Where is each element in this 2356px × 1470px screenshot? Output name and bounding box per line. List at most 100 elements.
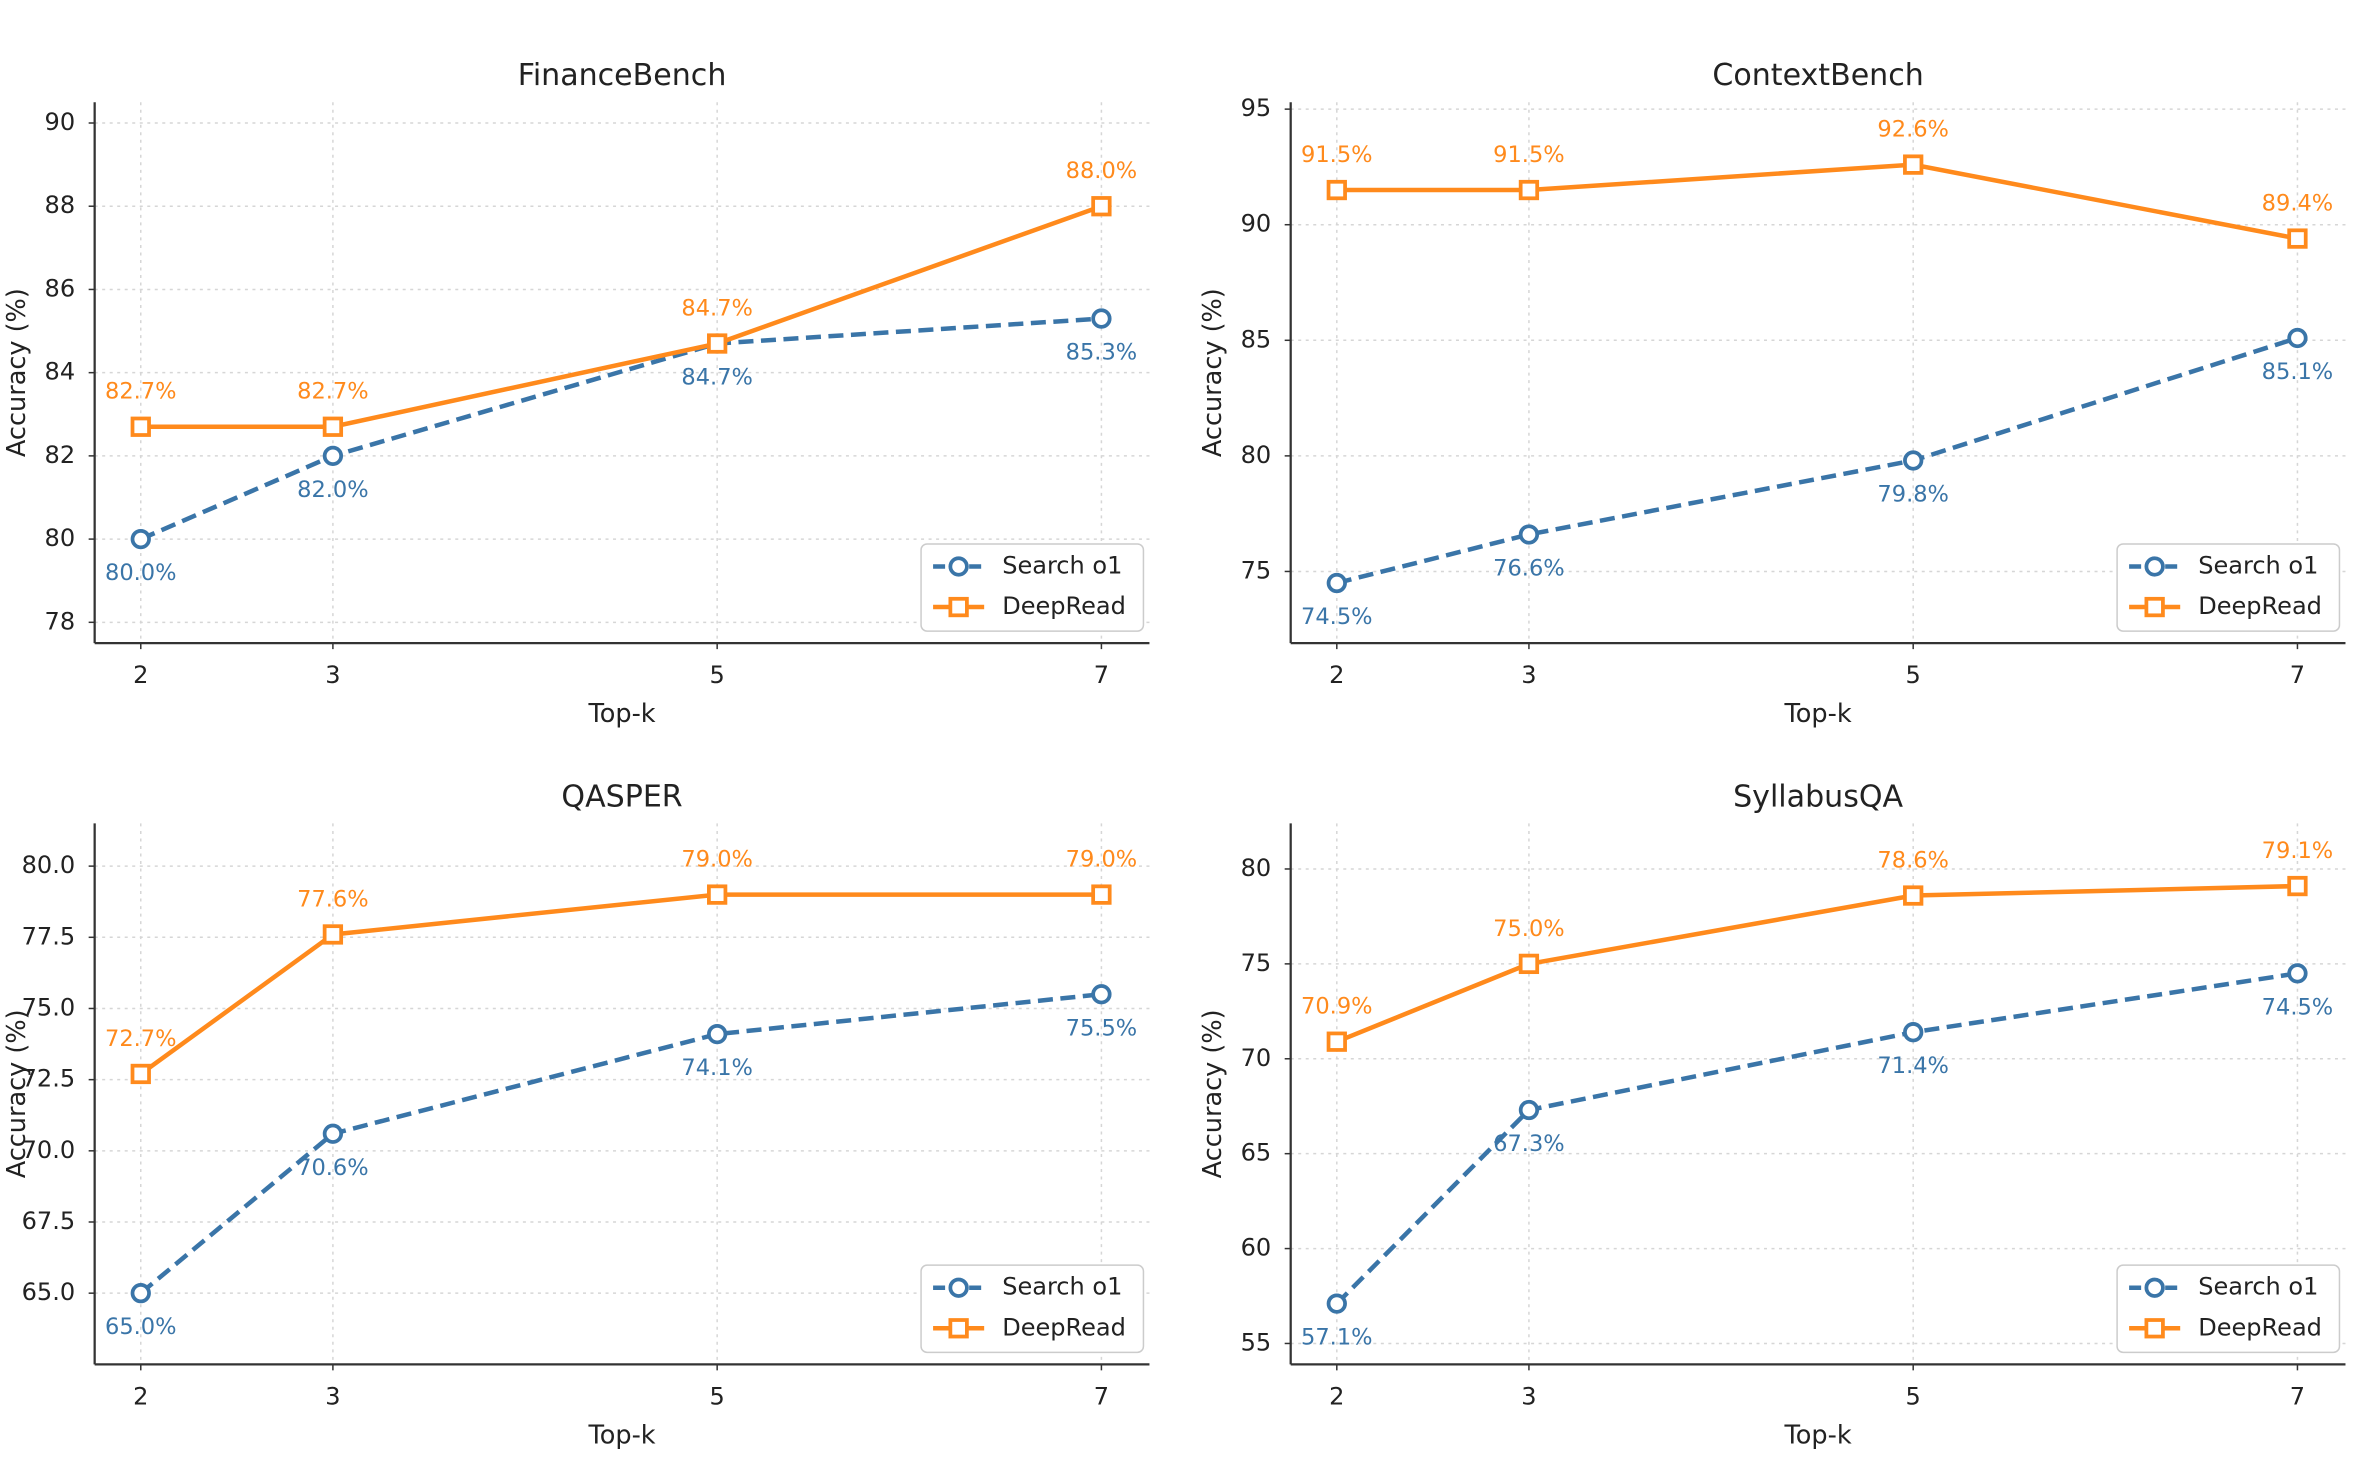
y-tick-label: 70 [1241,1044,1272,1072]
y-tick-label: 80 [1241,854,1272,882]
marker [1903,154,1924,175]
series-line [1335,971,2298,1306]
legend-label: DeepRead [2198,592,2322,620]
data-label: 76.6% [1493,556,1565,582]
data-label: 91.5% [1301,142,1373,168]
legend-marker [2144,1318,2165,1339]
marker [1518,1099,1540,1121]
marker [130,416,151,437]
series-line [139,892,1102,1076]
marker [1091,196,1112,217]
data-label: 65.0% [105,1314,177,1340]
y-tick-label: 55 [1241,1328,1272,1356]
marker [1903,450,1924,471]
marker [1326,572,1347,594]
x-tick-label: 7 [2290,661,2305,689]
marker [707,884,728,905]
data-label: 74.1% [681,1055,753,1081]
data-label: 70.6% [297,1155,369,1181]
legend-marker [948,1277,969,1298]
x-axis-label: Top-k [1784,699,1852,729]
y-tick-label: 80 [1241,441,1272,469]
x-axis-label: Top-k [588,699,656,729]
legend-marker [948,1318,969,1339]
series-line [139,991,1102,1295]
data-label: 79.1% [2262,838,2334,864]
y-axis-label: Accuracy (%) [1198,288,1228,457]
marker [322,1123,344,1144]
y-tick-label: 65.0 [22,1278,76,1306]
data-label: 92.6% [1877,117,1949,143]
marker [1518,179,1540,201]
y-tick-label: 90 [1241,210,1272,238]
series-line [1336,335,2299,586]
data-label: 79.0% [681,847,753,873]
legend-label: DeepRead [2198,1313,2322,1341]
x-tick-label: 5 [710,1382,725,1410]
data-label: 84.7% [681,365,753,391]
data-label: 82.7% [297,379,369,405]
x-tick-label: 7 [2290,1382,2305,1410]
marker [322,416,344,437]
data-label: 79.0% [1066,847,1138,873]
marker [322,445,344,467]
y-tick-label: 75 [1241,556,1272,584]
x-tick-label: 2 [133,1382,148,1410]
x-axis-label: Top-k [588,1420,656,1450]
x-tick-label: 3 [325,661,340,689]
y-axis-label: Accuracy (%) [1198,1009,1228,1178]
marker [322,924,344,945]
marker [1091,984,1112,1005]
y-tick-label: 65 [1241,1139,1272,1167]
y-tick-label: 80.0 [22,851,76,879]
marker [130,1283,151,1304]
y-tick-label: 88 [45,191,76,219]
y-tick-label: 84 [45,358,76,386]
y-tick-label: 78 [45,607,76,635]
y-tick-label: 86 [45,274,76,302]
legend-label: DeepRead [1002,592,1126,620]
y-tick-label: 70.0 [22,1136,76,1164]
data-label: 85.1% [2262,359,2334,385]
x-tick-label: 7 [1094,1382,1109,1410]
y-tick-label: 85 [1241,325,1272,353]
legend-marker [2144,556,2165,577]
y-tick-label: 75 [1241,949,1272,977]
chart-title: SyllabusQA [1733,779,1903,814]
marker [1903,1022,1924,1043]
y-tick-label: 75.0 [22,993,76,1021]
data-label: 74.5% [1301,604,1373,630]
panel: FinanceBench Top-k Accuracy (%) 78 80 82 84 86 8… [2,58,1150,729]
series-line [139,316,1102,542]
legend-label: Search o1 [2198,1273,2318,1301]
chart-title: QASPER [561,779,682,814]
marker [1903,885,1924,906]
marker [707,333,728,354]
data-label: 82.0% [297,477,369,503]
y-tick-label: 90 [45,108,76,136]
marker [1326,179,1347,201]
series-line [1336,162,2298,241]
y-tick-label: 60 [1241,1234,1272,1262]
legend-label: DeepRead [1002,1313,1126,1341]
marker [2287,875,2308,897]
y-tick-label: 80 [45,524,76,552]
y-tick-label: 95 [1241,94,1272,122]
legend-marker [948,556,969,577]
series-line [140,204,1103,430]
marker [1091,308,1112,329]
data-label: 85.3% [1066,340,1138,366]
x-tick-label: 7 [1094,661,1109,689]
x-tick-label: 2 [1329,661,1344,689]
panel: QASPER Top-k Accuracy (%) 65.0 67.5 70.0 72.5 7… [2,779,1150,1450]
x-tick-label: 5 [710,661,725,689]
data-label: 75.0% [1493,916,1565,942]
data-label: 75.5% [1066,1015,1138,1041]
x-tick-label: 2 [1329,1382,1344,1410]
x-axis-label: Top-k [1784,1420,1852,1450]
x-tick-label: 3 [1521,661,1536,689]
legend-label: Search o1 [1002,551,1122,579]
data-label: 80.0% [105,560,177,586]
